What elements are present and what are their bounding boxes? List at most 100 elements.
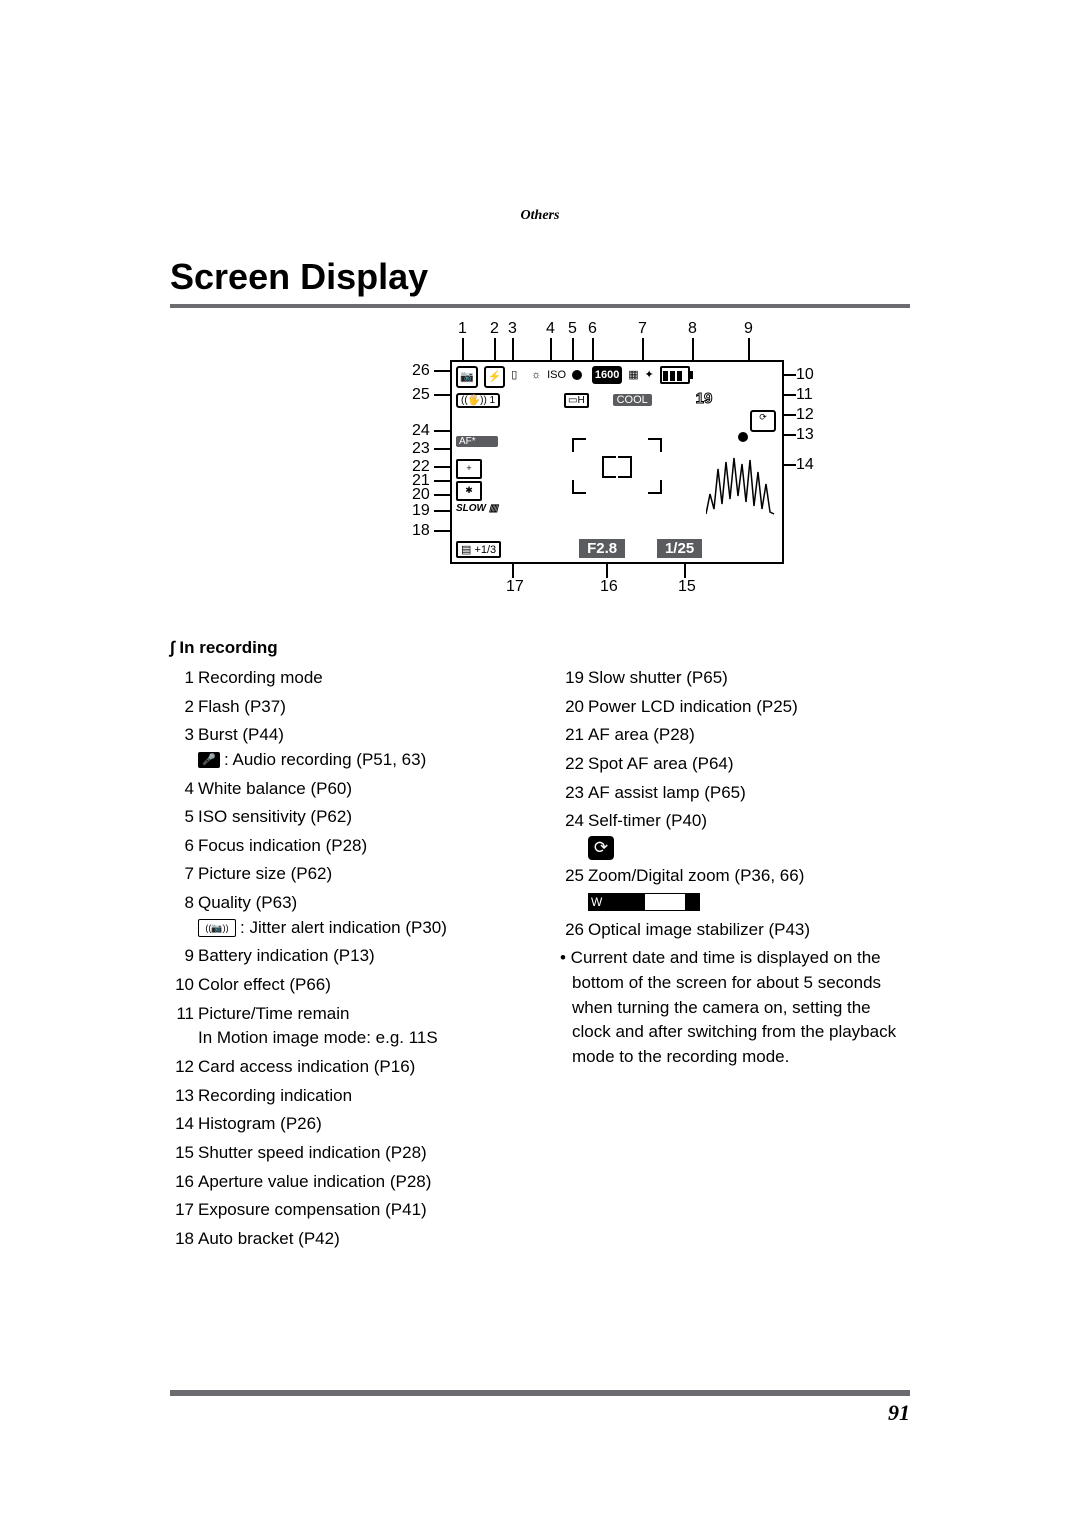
legend-number: 2 xyxy=(170,695,194,720)
exposure-comp: ▤ +1/3 xyxy=(456,541,501,558)
legend-item: 4White balance (P60) xyxy=(170,777,520,802)
legend-item: 8Quality (P63) : Jitter alert indication … xyxy=(170,891,520,940)
legend-number: 16 xyxy=(170,1170,194,1195)
legend-text: Optical image stabilizer (P43) xyxy=(588,920,810,939)
mic-icon xyxy=(198,752,220,768)
legend-item: 19Slow shutter (P65) xyxy=(560,666,910,691)
quality-icon: ▦ xyxy=(628,366,638,384)
leader-11: 11 xyxy=(796,386,813,404)
leader-13: 13 xyxy=(796,426,814,444)
leader-17: 17 xyxy=(506,578,524,596)
legend-text: Picture size (P62) xyxy=(198,864,332,883)
legend-number: 22 xyxy=(560,752,584,777)
legend-text: Focus indication (P28) xyxy=(198,836,367,855)
legend-item: 11Picture/Time remain In Motion image mod… xyxy=(170,1002,520,1051)
screen-diagram: 1 2 3 4 5 6 7 8 9 26 25 24 23 22 21 20 1… xyxy=(320,320,1060,620)
rec-dot-icon xyxy=(738,432,748,442)
legend-item: 25Zoom/Digital zoom (P36, 66) xyxy=(560,864,910,913)
legend-subtext: : Jitter alert indication (P30) xyxy=(240,918,447,937)
quality-label: ▭H xyxy=(564,393,589,408)
selftimer-icon: ⟳ xyxy=(588,836,614,860)
legend-text: AF assist lamp (P65) xyxy=(588,783,746,802)
jitter-icon xyxy=(198,919,236,937)
title-rule xyxy=(170,304,910,308)
legend-number: 21 xyxy=(560,723,584,748)
legend-text: Zoom/Digital zoom (P36, 66) xyxy=(588,866,804,885)
leader-3: 3 xyxy=(508,320,517,338)
page-number: 91 xyxy=(888,1400,910,1426)
legend-right: 19Slow shutter (P65)20Power LCD indicati… xyxy=(560,666,910,942)
legend-text: Recording mode xyxy=(198,668,323,687)
legend-item: 21AF area (P28) xyxy=(560,723,910,748)
leader-16: 16 xyxy=(600,578,618,596)
legend-text: Aperture value indication (P28) xyxy=(198,1172,431,1191)
page-title: Screen Display xyxy=(170,256,910,298)
legend-number: 11 xyxy=(170,1002,194,1027)
legend-number: 19 xyxy=(560,666,584,691)
legend-text: Slow shutter (P65) xyxy=(588,668,728,687)
legend-text: ISO sensitivity (P62) xyxy=(198,807,352,826)
leader-15: 15 xyxy=(678,578,696,596)
shutter-speed: 1/25 xyxy=(657,539,702,558)
legend-text: Burst (P44) xyxy=(198,725,284,744)
leader-2: 2 xyxy=(490,320,499,338)
legend-subtext: : Audio recording (P51, 63) xyxy=(224,750,426,769)
legend-number: 10 xyxy=(170,973,194,998)
legend-item: 26Optical image stabilizer (P43) xyxy=(560,918,910,943)
legend-text: Self-timer (P40) xyxy=(588,811,707,830)
legend-text: Histogram (P26) xyxy=(198,1114,322,1133)
leader-19: 19 xyxy=(412,502,430,520)
legend-item: 13Recording indication xyxy=(170,1084,520,1109)
pictsize-value: 1600 xyxy=(592,366,622,384)
legend-number: 8 xyxy=(170,891,194,916)
legend-number: 24 xyxy=(560,809,584,834)
legend-text: Spot AF area (P64) xyxy=(588,754,734,773)
legend-number: 13 xyxy=(170,1084,194,1109)
legend-item: 10Color effect (P66) xyxy=(170,973,520,998)
leader-18: 18 xyxy=(412,522,430,540)
leader-24: 24 xyxy=(412,422,430,440)
leader-23: 23 xyxy=(412,440,430,458)
legend-number: 9 xyxy=(170,944,194,969)
slow-shutter-label: SLOW ▥ xyxy=(456,503,498,514)
legend-item: 16Aperture value indication (P28) xyxy=(170,1170,520,1195)
footnote: • Current date and time is displayed on … xyxy=(560,946,910,1069)
legend-item: 7Picture size (P62) xyxy=(170,862,520,887)
battery-icon xyxy=(660,366,690,384)
legend-left: 1Recording mode2Flash (P37)3Burst (P44):… xyxy=(170,666,520,1251)
remain-value: 19 xyxy=(696,390,713,407)
legend-number: 4 xyxy=(170,777,194,802)
arrow-icon: ✦ xyxy=(645,366,654,384)
legend-item: 23AF assist lamp (P65) xyxy=(560,781,910,806)
footer-rule xyxy=(170,1390,910,1396)
legend-subtext: In Motion image mode: e.g. 11S xyxy=(198,1026,520,1051)
legend-number: 26 xyxy=(560,918,584,943)
leader-5: 5 xyxy=(568,320,577,338)
legend-number: 17 xyxy=(170,1198,194,1223)
leader-6: 6 xyxy=(588,320,597,338)
legend-item: 5ISO sensitivity (P62) xyxy=(170,805,520,830)
legend-number: 18 xyxy=(170,1227,194,1252)
aperture-value: F2.8 xyxy=(579,539,625,558)
leader-7: 7 xyxy=(638,320,647,338)
legend-text: Picture/Time remain xyxy=(198,1004,349,1023)
wb-icon: ☼ xyxy=(531,366,541,384)
legend-number: 5 xyxy=(170,805,194,830)
legend-item: 12Card access indication (P16) xyxy=(170,1055,520,1080)
recmode-icon: 📷 xyxy=(456,366,478,388)
leader-26: 26 xyxy=(412,362,430,380)
legend-number: 1 xyxy=(170,666,194,691)
legend-item: 24Self-timer (P40) ⟳ xyxy=(560,809,910,860)
legend-number: 20 xyxy=(560,695,584,720)
legend-number: 3 xyxy=(170,723,194,748)
lcd-screen: 📷 ⚡ ▯ ☼ ISO 1600 ▦ ✦ ((🖐)) 1 ▭H COOL 19 … xyxy=(450,360,784,564)
leader-25: 25 xyxy=(412,386,430,404)
legend-text: Flash (P37) xyxy=(198,697,286,716)
legend-text: White balance (P60) xyxy=(198,779,352,798)
legend-number: 14 xyxy=(170,1112,194,1137)
legend-text: AF area (P28) xyxy=(588,725,695,744)
legend-number: 6 xyxy=(170,834,194,859)
legend-text: Shutter speed indication (P28) xyxy=(198,1143,427,1162)
legend-text: Quality (P63) xyxy=(198,893,297,912)
legend-item: 14Histogram (P26) xyxy=(170,1112,520,1137)
